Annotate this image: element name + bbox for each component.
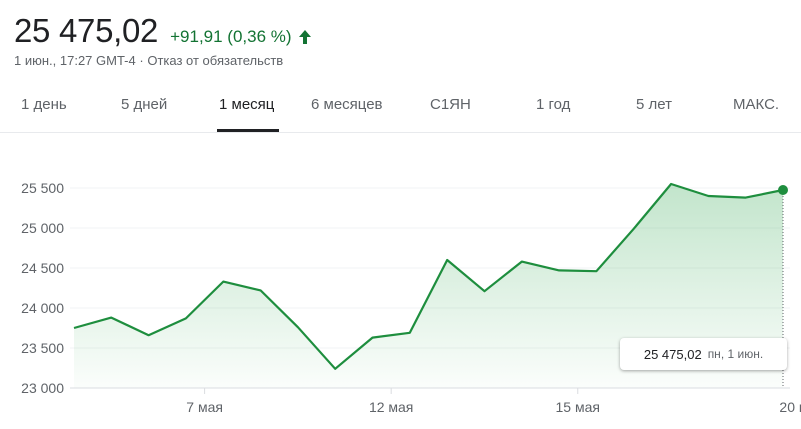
price-change: +91,91 (0,36 %) [170, 27, 311, 47]
tab-5-days[interactable]: 5 дней [121, 96, 168, 113]
y-axis-labels: 23 000 23 500 24 000 24 500 25 000 25 500 [21, 180, 64, 396]
y-tick-label: 23 000 [21, 380, 64, 396]
price-change-value: +91,91 (0,36 %) [170, 27, 292, 46]
chart-tooltip: 25 475,02 пн, 1 июн. [620, 338, 787, 370]
tab-1-year[interactable]: 1 год [536, 96, 571, 113]
y-tick-label: 24 500 [21, 260, 64, 276]
x-tick-label: 20 мая [779, 399, 801, 415]
y-tick-label: 23 500 [21, 340, 64, 356]
y-tick-label: 24 000 [21, 300, 64, 316]
tab-ytd[interactable]: С1ЯН [430, 96, 471, 113]
tab-6-months[interactable]: 6 месяцев [311, 96, 383, 113]
y-tick-label: 25 500 [21, 180, 64, 196]
chart-price-line [73, 182, 784, 370]
tooltip-value: 25 475,02 [643, 346, 702, 362]
quote-header: 25 475,02 +91,91 (0,36 %) [14, 12, 312, 50]
x-tick-label: 12 мая [369, 399, 413, 415]
chart-area-fill [74, 184, 783, 388]
tab-1-day[interactable]: 1 день [21, 96, 67, 113]
quote-meta: 1 июн., 17:27 GMT-4 · Отказ от обязатель… [14, 53, 283, 68]
current-price: 25 475,02 [14, 12, 159, 49]
quote-timestamp: 1 июн., 17:27 GMT-4 [14, 53, 136, 68]
range-tabs: 1 день 5 дней 1 месяц 6 месяцев С1ЯН 1 г… [0, 86, 801, 133]
y-tick-label: 25 000 [21, 220, 64, 236]
x-tick-label: 7 мая [186, 399, 223, 415]
tooltip-date: пн, 1 июн. [707, 347, 764, 361]
disclaimer-link[interactable]: Отказ от обязательств [147, 53, 284, 68]
chart-last-point [778, 185, 788, 195]
arrow-up-icon [298, 30, 311, 44]
active-tab-indicator [217, 129, 279, 132]
meta-separator: · [139, 53, 144, 68]
tab-5-years[interactable]: 5 лет [636, 96, 672, 113]
x-tick-label: 15 мая [556, 399, 600, 415]
tab-max[interactable]: МАКС. [733, 96, 780, 113]
tab-1-month[interactable]: 1 месяц [219, 96, 275, 113]
price-chart[interactable]: 23 000 23 500 24 000 24 500 25 000 25 500 7 м… [0, 133, 801, 429]
